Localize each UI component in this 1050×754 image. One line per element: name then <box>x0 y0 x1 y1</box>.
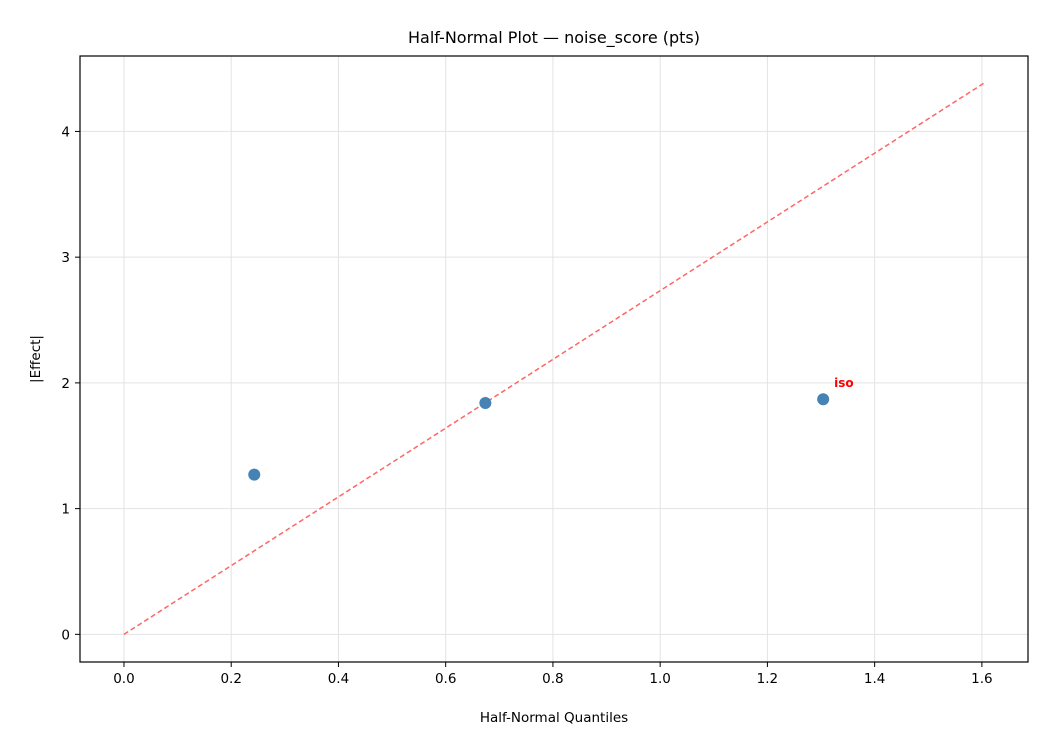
x-axis-label: Half-Normal Quantiles <box>480 710 628 726</box>
data-point <box>248 468 261 481</box>
point-annotation: iso <box>834 376 854 390</box>
x-tick-label: 1.6 <box>971 671 992 687</box>
x-tick-label: 0.2 <box>220 671 241 687</box>
y-tick-label: 1 <box>61 502 70 518</box>
y-axis: 0 1 2 3 4 <box>61 124 80 643</box>
y-tick-label: 4 <box>61 124 70 140</box>
x-tick-label: 1.0 <box>649 671 670 687</box>
x-tick-label: 1.2 <box>757 671 778 687</box>
reference-line <box>123 81 986 635</box>
y-tick-label: 3 <box>61 250 70 266</box>
data-point <box>479 397 492 410</box>
grid <box>80 56 1028 662</box>
plot-marks: iso <box>123 81 986 635</box>
data-point <box>817 393 830 406</box>
x-axis: 0.0 0.2 0.4 0.6 0.8 1.0 1.2 1.4 1.6 <box>113 662 993 687</box>
x-tick-label: 0.0 <box>113 671 134 687</box>
x-tick-label: 0.8 <box>542 671 563 687</box>
y-tick-label: 2 <box>61 376 70 392</box>
x-tick-label: 1.4 <box>864 671 885 687</box>
chart-title: Half-Normal Plot — noise_score (pts) <box>408 28 700 48</box>
y-tick-label: 0 <box>61 627 70 643</box>
plot-frame <box>79 55 1029 663</box>
y-axis-label: |Effect| <box>28 335 44 383</box>
x-tick-label: 0.4 <box>328 671 349 687</box>
x-tick-label: 0.6 <box>435 671 456 687</box>
